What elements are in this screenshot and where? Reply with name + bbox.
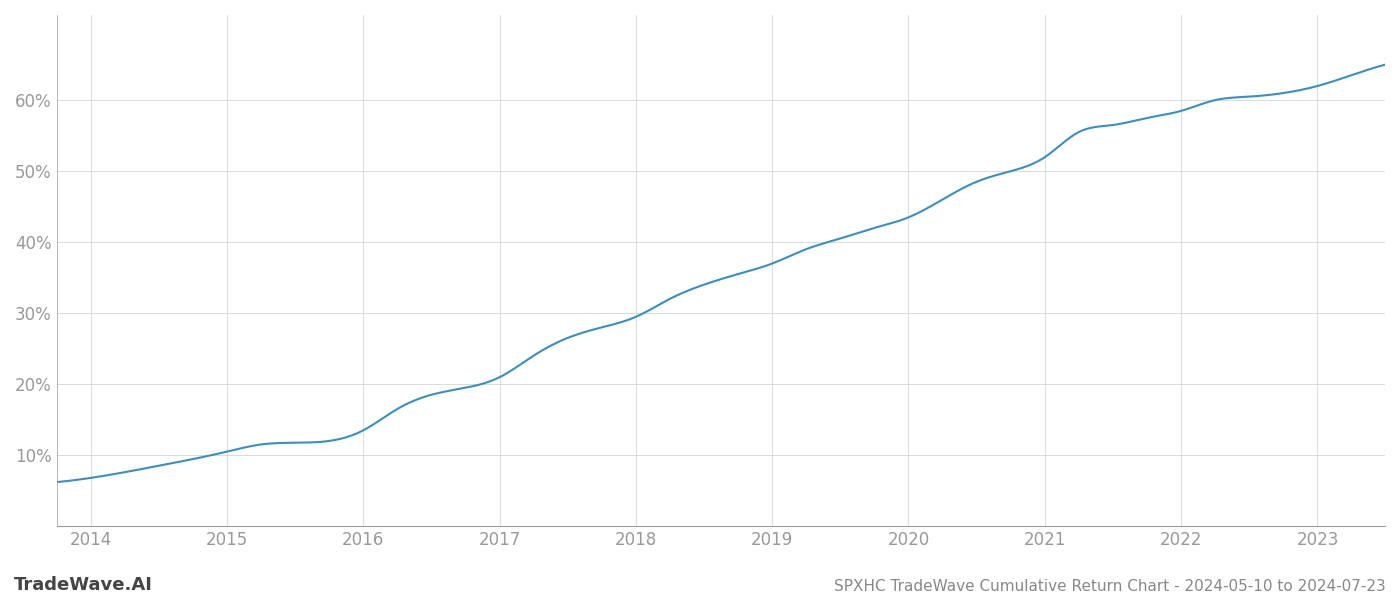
Text: SPXHC TradeWave Cumulative Return Chart - 2024-05-10 to 2024-07-23: SPXHC TradeWave Cumulative Return Chart … (834, 579, 1386, 594)
Text: TradeWave.AI: TradeWave.AI (14, 576, 153, 594)
